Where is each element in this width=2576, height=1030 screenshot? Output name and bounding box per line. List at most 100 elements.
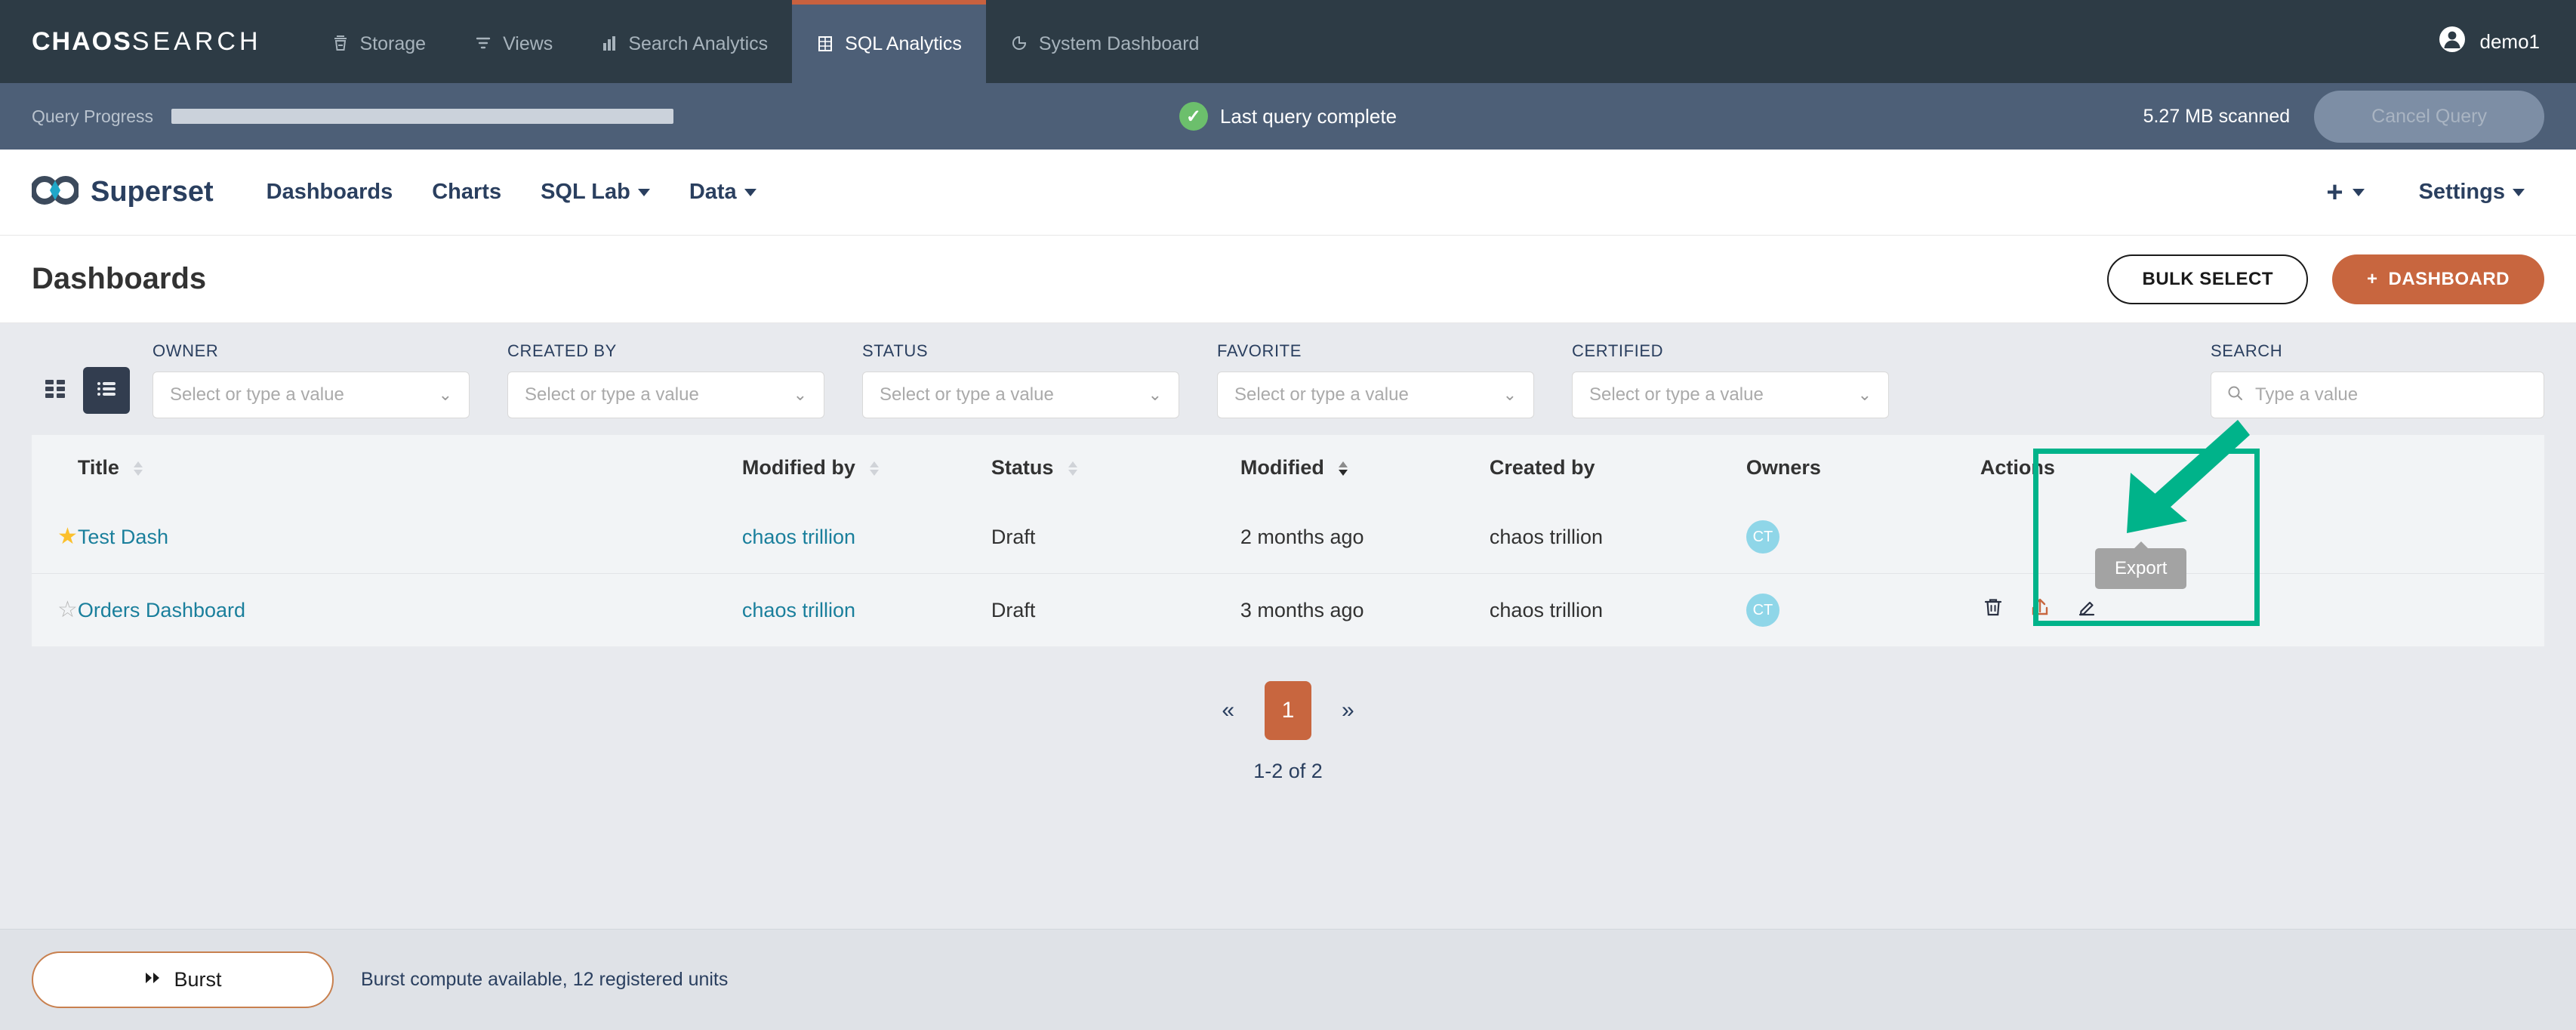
modified-by-link[interactable]: chaos trillion: [741, 598, 855, 621]
filter-owner: OWNER Select or type a value ⌄: [153, 341, 470, 418]
nav-charts[interactable]: Charts: [412, 180, 521, 205]
nav-item-system-dashboard-label: System Dashboard: [1038, 32, 1200, 54]
chevron-down-icon: [637, 188, 650, 196]
search-icon: [2226, 384, 2245, 406]
list-view-icon: [94, 376, 119, 406]
filter-status: STATUS Select or type a value ⌄: [862, 341, 1179, 418]
nav-dashboards[interactable]: Dashboards: [247, 180, 413, 205]
pie-chart-icon: [1010, 34, 1028, 54]
column-modified[interactable]: Modified: [1240, 435, 1490, 501]
list-view-button[interactable]: [83, 367, 130, 414]
user-menu[interactable]: demo1: [2438, 0, 2576, 83]
settings-menu-button[interactable]: Settings: [2399, 180, 2544, 205]
view-mode-toggle: [32, 367, 130, 414]
burst-button[interactable]: Burst: [32, 951, 334, 1008]
filter-status-value: Select or type a value: [880, 384, 1054, 405]
filter-controls: OWNER Select or type a value ⌄ CREATED B…: [153, 341, 1927, 418]
column-created-by: Created by: [1489, 435, 1746, 501]
column-title-label: Title: [77, 456, 119, 479]
nav-item-storage[interactable]: Storage: [307, 0, 451, 83]
column-owners-label: Owners: [1746, 456, 1821, 479]
query-status-text: Last query complete: [1219, 104, 1397, 128]
card-view-button[interactable]: [32, 367, 79, 414]
query-progress-track: [171, 109, 674, 124]
avatar[interactable]: CT: [1746, 594, 1779, 627]
pagination-prev-button[interactable]: «: [1222, 698, 1234, 723]
burst-footer: Burst Burst compute available, 12 regist…: [0, 929, 2576, 1030]
column-status-label: Status: [991, 456, 1054, 479]
page-title: Dashboards: [32, 262, 207, 295]
storage-icon: [331, 34, 350, 54]
trash-icon[interactable]: [1980, 595, 2006, 626]
table-row: ☆ Orders Dashboard chaos trillion Draft …: [32, 573, 2544, 647]
table-header-row: Title Modified by Status Modified Create…: [32, 435, 2544, 501]
search-box[interactable]: [2211, 372, 2544, 418]
grid-view-icon: [42, 376, 68, 406]
superset-navbar: Superset Dashboards Charts SQL Lab Data …: [0, 150, 2576, 236]
chaossearch-topbar: CHAOS SEARCH Storage Views Search Analyti…: [0, 0, 2576, 83]
filter-favorite-select[interactable]: Select or type a value ⌄: [1217, 372, 1534, 418]
new-menu-button[interactable]: +: [2326, 176, 2365, 208]
star-outline-icon[interactable]: ☆: [57, 597, 78, 622]
column-created-by-label: Created by: [1489, 456, 1595, 479]
filter-certified-label: CERTIFIED: [1572, 341, 1664, 360]
new-dashboard-button[interactable]: + DASHBOARD: [2331, 254, 2544, 304]
filter-created-by: CREATED BY Select or type a value ⌄: [507, 341, 824, 418]
pagination-page-1[interactable]: 1: [1265, 681, 1311, 740]
pencil-edit-icon[interactable]: [2074, 595, 2100, 626]
views-filter-icon: [474, 34, 492, 54]
dashboard-title-link[interactable]: Test Dash: [77, 525, 168, 548]
nav-item-system-dashboard[interactable]: System Dashboard: [986, 0, 1224, 83]
modified-by-link[interactable]: chaos trillion: [741, 525, 855, 548]
row-favorite-cell: ☆: [32, 574, 78, 647]
superset-nav-right: + Settings: [2326, 178, 2544, 207]
row-favorite-cell: ★: [32, 501, 78, 574]
column-title[interactable]: Title: [77, 435, 742, 501]
search-input[interactable]: [2255, 384, 2528, 406]
pagination-next-button[interactable]: »: [1342, 698, 1354, 723]
nav-item-search-analytics[interactable]: Search Analytics: [577, 0, 792, 83]
table-head: Title Modified by Status Modified Create…: [32, 435, 2544, 501]
superset-brand-label: Superset: [91, 176, 214, 208]
nav-item-search-analytics-label: Search Analytics: [628, 32, 769, 54]
column-modified-by[interactable]: Modified by: [741, 435, 991, 501]
dashboards-table-card: Title Modified by Status Modified Create…: [32, 420, 2544, 647]
column-status[interactable]: Status: [991, 435, 1240, 501]
column-actions: Actions: [1980, 435, 2544, 501]
chaossearch-nav: Storage Views Search Analytics SQL Analy…: [307, 0, 1224, 83]
filter-favorite: FAVORITE Select or type a value ⌄: [1217, 341, 1534, 418]
nav-data[interactable]: Data: [670, 180, 776, 205]
nav-item-views[interactable]: Views: [450, 0, 577, 83]
logo-search-text: SEARCH: [131, 26, 262, 56]
filter-certified-select[interactable]: Select or type a value ⌄: [1572, 372, 1889, 418]
upload-export-icon[interactable]: [2027, 595, 2053, 626]
fast-forward-icon: [143, 968, 163, 991]
query-progress-label: Query Progress: [32, 106, 154, 126]
row-owners-cell: CT: [1746, 574, 1980, 647]
plus-icon: +: [2326, 176, 2343, 208]
cancel-query-button[interactable]: Cancel Query: [2314, 90, 2544, 143]
nav-sql-lab[interactable]: SQL Lab: [521, 180, 670, 205]
dashboard-title-link[interactable]: Orders Dashboard: [77, 598, 246, 621]
avatar[interactable]: CT: [1746, 520, 1779, 554]
query-progress-right: 5.27 MB scanned Cancel Query: [2143, 90, 2544, 143]
filter-favorite-label: FAVORITE: [1217, 341, 1302, 360]
superset-infinity-logo-icon: [30, 175, 80, 209]
filter-created-by-label: CREATED BY: [507, 341, 617, 360]
filter-created-by-select[interactable]: Select or type a value ⌄: [507, 372, 824, 418]
column-favorite: [32, 435, 78, 501]
filter-owner-label: OWNER: [153, 341, 219, 360]
star-filled-icon[interactable]: ★: [57, 523, 78, 549]
nav-item-sql-analytics[interactable]: SQL Analytics: [792, 0, 986, 83]
chevron-down-icon: ⌄: [1857, 385, 1872, 404]
bulk-select-button[interactable]: BULK SELECT: [2107, 254, 2308, 304]
filter-owner-select[interactable]: Select or type a value ⌄: [153, 372, 470, 418]
search-label: SEARCH: [2211, 341, 2283, 360]
sort-icon-desc-active: [1339, 461, 1348, 476]
new-dashboard-label: DASHBOARD: [2388, 268, 2510, 289]
row-created-by-cell: chaos trillion: [1489, 525, 1603, 548]
pagination-controls: « 1 »: [1214, 681, 1361, 740]
superset-brand[interactable]: Superset: [30, 175, 214, 209]
filter-status-select[interactable]: Select or type a value ⌄: [862, 372, 1179, 418]
chaossearch-logo[interactable]: CHAOS SEARCH: [0, 0, 307, 83]
